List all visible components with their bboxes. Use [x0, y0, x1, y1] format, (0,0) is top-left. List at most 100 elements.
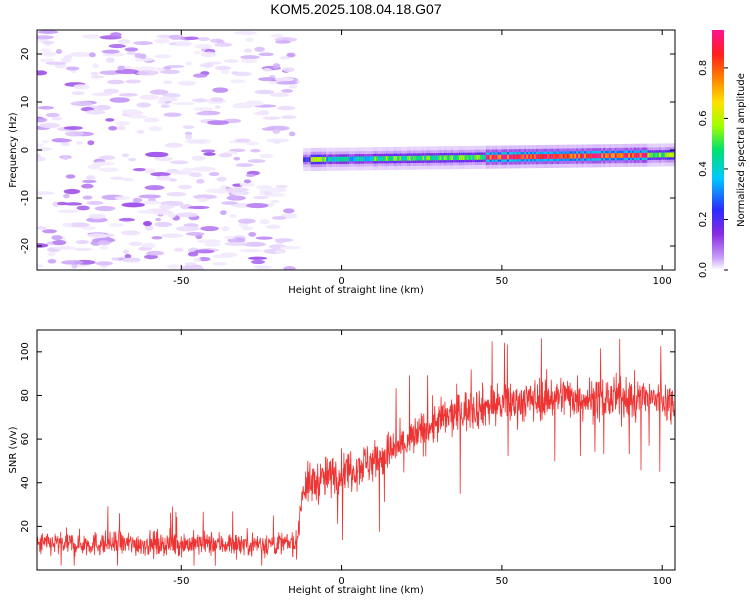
noise-blob [82, 195, 93, 200]
signal-band-cell [322, 156, 325, 162]
signal-band-cell [470, 155, 473, 160]
noise-blob [95, 261, 114, 266]
signal-band-cell [580, 153, 583, 159]
noise-blob [146, 250, 164, 256]
signal-band-cell [341, 156, 344, 162]
noise-blob [76, 205, 90, 211]
noise-blob [240, 55, 260, 60]
signal-band-cell [316, 157, 319, 162]
colorbar-ticks: 0.0 0.2 0.4 0.6 0.8 [698, 60, 728, 278]
noise-blob [270, 199, 280, 203]
signal-band-cell [414, 155, 417, 161]
noise-blob [154, 156, 173, 162]
noise-blob [275, 239, 285, 244]
noise-blob [265, 224, 281, 229]
noise-blob [185, 139, 206, 144]
signal-band-cell [320, 156, 323, 162]
snr-x-tick-label: 50 [496, 576, 509, 587]
signal-band-cell [343, 156, 346, 162]
noise-blob [262, 116, 281, 120]
signal-band-cell [651, 152, 654, 158]
noise-blob [175, 226, 200, 232]
signal-band-cell [591, 153, 594, 159]
noise-blob [45, 61, 67, 65]
signal-band-cell [551, 153, 554, 159]
spectrogram-y-tick-label: 20 [20, 48, 31, 61]
noise-blob [196, 179, 205, 184]
noise-blob [197, 197, 208, 202]
signal-band-cell [593, 153, 596, 159]
noise-blob [276, 81, 298, 85]
signal-band-cell [412, 155, 415, 161]
signal-band-cell [620, 153, 623, 158]
signal-band-cell [557, 153, 560, 159]
noise-blob [286, 52, 296, 58]
noise-blob [65, 66, 80, 71]
noise-blob [247, 159, 266, 163]
noise-blob [160, 69, 181, 74]
signal-band-cell [516, 154, 519, 160]
noise-blob [191, 98, 208, 103]
noise-blob [185, 231, 205, 236]
noise-blob [240, 58, 257, 64]
signal-band-cell [510, 154, 514, 160]
noise-blob [114, 68, 139, 75]
noise-blob [156, 67, 165, 72]
noise-blob [81, 183, 94, 189]
signal-band-cell [308, 157, 312, 162]
noise-blob [164, 142, 183, 148]
noise-blob [182, 125, 195, 130]
colorbar-tick-label: 0.0 [698, 262, 709, 278]
noise-blob [254, 46, 265, 52]
noise-blob [37, 226, 47, 230]
noise-blob [214, 105, 221, 109]
noise-blob [71, 263, 78, 269]
noise-blob [37, 243, 49, 248]
noise-blob [194, 44, 213, 49]
noise-blob [193, 194, 217, 200]
signal-band-cell [455, 155, 458, 161]
signal-band-cell [393, 156, 396, 161]
noise-blob [40, 48, 52, 52]
signal-band-cell [439, 155, 442, 161]
noise-blob [166, 264, 180, 269]
spectrogram-ticks: -50 0 50 100 -20 -10 0 10 20 [20, 30, 675, 287]
noise-blob [200, 51, 217, 58]
noise-blob [245, 173, 256, 178]
signal-band-cell [339, 156, 342, 162]
noise-blob [86, 217, 108, 223]
signal-band-cell [426, 155, 429, 161]
signal-band-cell [349, 156, 352, 162]
noise-blob [233, 156, 241, 161]
noise-blob [52, 239, 67, 246]
signal-band-cell [385, 156, 389, 161]
noise-blob [159, 203, 175, 210]
signal-band-cell [445, 155, 448, 161]
signal-band-cell [653, 152, 656, 158]
noise-blob [268, 202, 275, 207]
noise-blob [244, 102, 265, 107]
noise-blob [276, 105, 296, 111]
noise-blob [194, 249, 215, 254]
noise-blob [56, 138, 72, 143]
colorbar-gradient [712, 30, 724, 270]
noise-blob [191, 155, 206, 161]
noise-blob [205, 188, 226, 194]
noise-blob [231, 104, 247, 109]
signal-band-cell [545, 154, 548, 159]
signal-band-cell [383, 156, 387, 161]
signal-band-cell [585, 153, 589, 159]
noise-blob [124, 47, 139, 52]
noise-blob [185, 61, 192, 66]
snr-x-tick-label: -50 [173, 576, 189, 587]
signal-band-cell [520, 154, 523, 160]
signal-band-cell [672, 152, 675, 158]
noise-blob [141, 209, 154, 214]
signal-band-cell [558, 153, 562, 159]
signal-band-cell [395, 156, 398, 161]
noise-blob [149, 89, 169, 95]
signal-band-cell [403, 155, 406, 161]
signal-band-cell [497, 154, 500, 160]
signal-band-cell [437, 155, 440, 161]
noise-blob [195, 111, 214, 116]
